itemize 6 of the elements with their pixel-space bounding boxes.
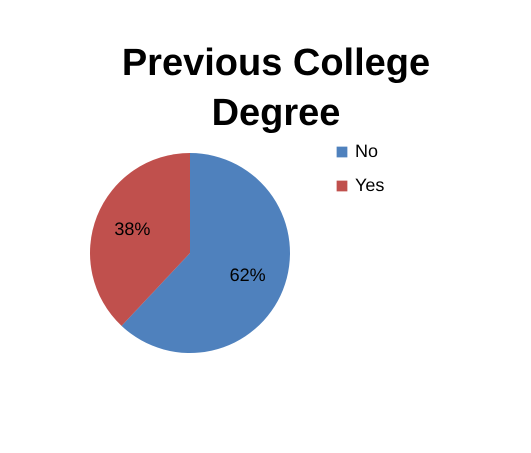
chart-title: Previous College Degree xyxy=(120,41,432,136)
legend-label: No xyxy=(355,141,378,161)
pie-slice xyxy=(90,153,190,326)
data-label: 38% xyxy=(114,219,150,240)
legend-label: Yes xyxy=(355,175,384,195)
data-label: 62% xyxy=(230,264,266,285)
